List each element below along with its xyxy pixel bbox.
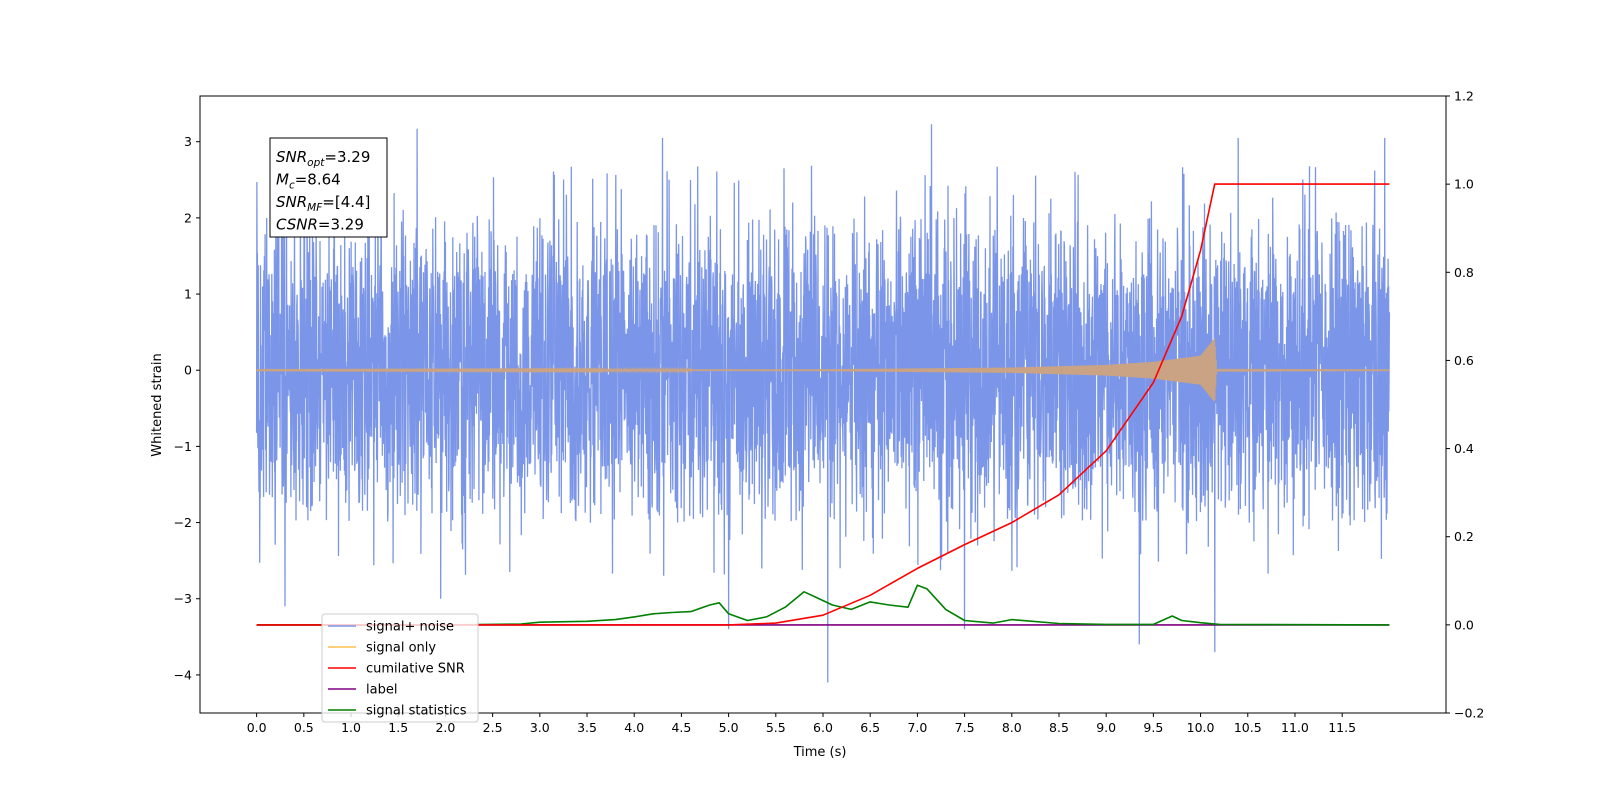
x-tick-label: 3.0 — [530, 720, 550, 735]
series-signal-only-line — [256, 338, 1390, 402]
x-tick-label: 7.0 — [907, 720, 927, 735]
x-tick-label: 1.5 — [388, 720, 408, 735]
x-tick-label: 11.0 — [1281, 720, 1309, 735]
y2-tick-label: 1.0 — [1454, 177, 1474, 192]
x-tick-label: 2.0 — [435, 720, 455, 735]
plot-series — [255, 124, 1391, 683]
x-tick-label: 8.5 — [1049, 720, 1069, 735]
annotation-frame — [269, 137, 388, 238]
annotation-line: SNRopt=3.29 — [276, 148, 370, 169]
y-tick-label: 0 — [184, 363, 192, 378]
y2-tick-label: 0.2 — [1454, 529, 1474, 544]
x-tick-label: 6.5 — [860, 720, 880, 735]
y2-tick-label: 0.4 — [1454, 441, 1474, 456]
legend-label: signal only — [366, 641, 436, 656]
y-tick-label: −2 — [174, 515, 192, 530]
x-tick-label: 5.5 — [766, 720, 786, 735]
x-tick-label: 9.5 — [1143, 720, 1163, 735]
series-signal-noise-line — [255, 124, 1391, 683]
legend-label: cumilative SNR — [366, 662, 465, 677]
x-tick-label: 3.5 — [577, 720, 597, 735]
x-tick-label: 10.0 — [1187, 720, 1215, 735]
x-tick-label: 8.0 — [1002, 720, 1022, 735]
y-tick-label: −3 — [174, 591, 192, 606]
y2-tick-label: −0.2 — [1454, 706, 1484, 721]
annotation-value: =8.64 — [295, 171, 341, 189]
annotation-symbol: CSNR — [276, 216, 318, 234]
x-tick-label: 4.0 — [624, 720, 644, 735]
y-tick-label: 3 — [184, 134, 192, 149]
annotation-subscript: c — [289, 180, 295, 192]
x-axis-label: Time (s) — [793, 745, 847, 760]
x-tick-label: 4.5 — [671, 720, 691, 735]
y2-axis: 1.2 1.0 0.8 0.6 0.4 0.2 0.0 −0.2 — [1446, 89, 1484, 721]
legend-frame — [321, 613, 479, 723]
y-tick-label: −4 — [174, 667, 192, 682]
x-tick-label: 11.5 — [1328, 720, 1356, 735]
y-axis: 3 2 1 0 −1 −2 −3 −4 — [174, 134, 200, 682]
y-tick-label: 1 — [184, 287, 192, 302]
x-axis: 0.0 0.5 1.0 1.5 2.0 2.5 3.0 3.5 4.0 4.5 5.0 5.5 6.0 6… — [247, 713, 1356, 735]
annotation-line: SNRMF=[4.4] — [276, 193, 370, 214]
annotation-symbol: SNR — [276, 193, 307, 211]
annotation-value: =3.29 — [318, 216, 364, 234]
annotation-line: Mc=8.64 — [276, 171, 341, 192]
x-tick-label: 10.5 — [1234, 720, 1262, 735]
x-tick-label: 9.0 — [1096, 720, 1116, 735]
y2-tick-label: 0.8 — [1454, 265, 1474, 280]
annotation-symbol: M — [276, 171, 289, 189]
legend-label: signal+ noise — [366, 620, 454, 635]
x-tick-label: 0.5 — [294, 720, 314, 735]
annotation-subscript: opt — [307, 157, 325, 169]
x-tick-label: 6.0 — [813, 720, 833, 735]
legend-label: label — [366, 683, 397, 698]
series-signal-statistics-line — [256, 584, 1390, 626]
y2-tick-label: 0.0 — [1454, 617, 1474, 632]
x-tick-label: 1.0 — [341, 720, 361, 735]
annotation-symbol: SNR — [276, 148, 307, 166]
y-axis-label: Whitened strain — [150, 353, 165, 456]
legend-label: signal statistics — [366, 704, 467, 719]
x-tick-label: 0.0 — [247, 720, 267, 735]
annotation-subscript: MF — [307, 202, 323, 214]
y-tick-label: 2 — [184, 210, 192, 225]
series-cumulative-snr-line — [256, 183, 1390, 626]
annotation-value: =[4.4] — [322, 193, 370, 211]
annotation-line: CSNR=3.29 — [276, 216, 364, 234]
legend: signal+ noise signal only cumilative SNR la… — [321, 613, 479, 723]
x-tick-label: 7.5 — [955, 720, 975, 735]
x-tick-label: 2.5 — [483, 720, 503, 735]
y2-tick-label: 0.6 — [1454, 353, 1474, 368]
annotation-value: =3.29 — [324, 148, 370, 166]
x-tick-label: 5.0 — [719, 720, 739, 735]
y-tick-label: −1 — [174, 439, 192, 454]
y2-tick-label: 1.2 — [1454, 89, 1474, 104]
